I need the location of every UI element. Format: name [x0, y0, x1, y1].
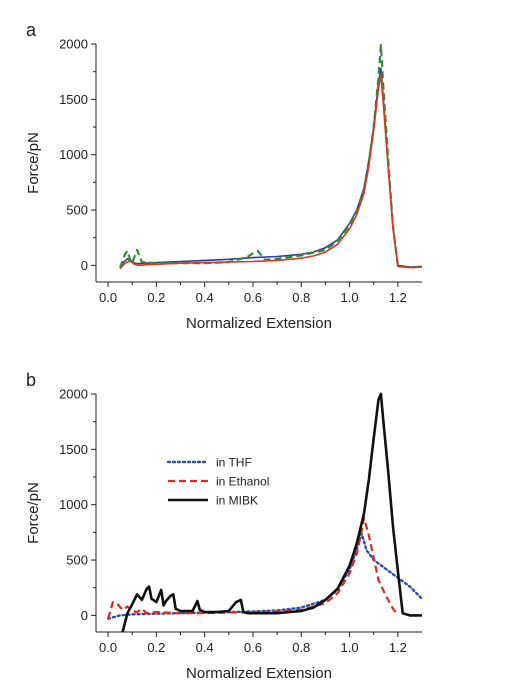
y-tick-label: 500 — [66, 203, 88, 218]
series-line-2 — [121, 392, 422, 632]
y-tick-label: 1500 — [59, 442, 88, 457]
x-tick-label: 1.2 — [389, 640, 407, 655]
series-line-1 — [107, 516, 399, 620]
legend-label-1: in Ethanol — [216, 475, 269, 489]
series-line-2 — [119, 74, 422, 270]
x-tick-label: 0.6 — [244, 640, 262, 655]
x-tick-label: 0.8 — [292, 290, 310, 305]
panel-letter: b — [26, 370, 36, 390]
y-tick-label: 0 — [81, 258, 88, 273]
y-tick-label: 2000 — [59, 37, 88, 52]
legend: in THF in Ethanol in MIBK — [166, 456, 269, 508]
y-tick-label: 500 — [66, 553, 88, 568]
y-tick-label: 2000 — [59, 387, 88, 402]
legend-label-0: in THF — [216, 456, 252, 470]
x-axis-title: Normalized Extension — [186, 315, 332, 332]
x-tick-label: 1.0 — [341, 640, 359, 655]
series-line-1 — [119, 44, 422, 269]
y-tick-label: 1000 — [59, 497, 88, 512]
panel-b: b 0.0 0.2 0.4 0.6 0.8 1.0 1.2 0 500 1000 1500 2000 No… — [25, 370, 422, 682]
y-tick-label: 1000 — [59, 147, 88, 162]
panel-letter: a — [26, 20, 37, 40]
x-tick-label: 0.0 — [99, 290, 117, 305]
x-tick-label: 0.6 — [244, 290, 262, 305]
x-tick-label: 0.0 — [99, 640, 117, 655]
y-tick-label: 0 — [81, 608, 88, 623]
x-axis-title: Normalized Extension — [186, 665, 332, 682]
x-tick-label: 0.4 — [196, 290, 214, 305]
x-tick-label: 1.0 — [341, 290, 359, 305]
y-axis-title: Force/pN — [25, 482, 42, 544]
y-tick-label: 1500 — [59, 92, 88, 107]
panel-a: a 0.0 0.2 0.4 0.6 0.8 1.0 1.2 0 500 1000 1500 2000 No… — [25, 20, 422, 332]
x-tick-label: 0.8 — [292, 640, 310, 655]
x-tick-label: 0.2 — [147, 640, 165, 655]
x-tick-label: 0.4 — [196, 640, 214, 655]
x-tick-label: 1.2 — [389, 290, 407, 305]
series-line-0 — [106, 532, 422, 620]
y-axis-title: Force/pN — [25, 132, 42, 194]
x-tick-label: 0.2 — [147, 290, 165, 305]
legend-label-2: in MIBK — [216, 494, 258, 508]
